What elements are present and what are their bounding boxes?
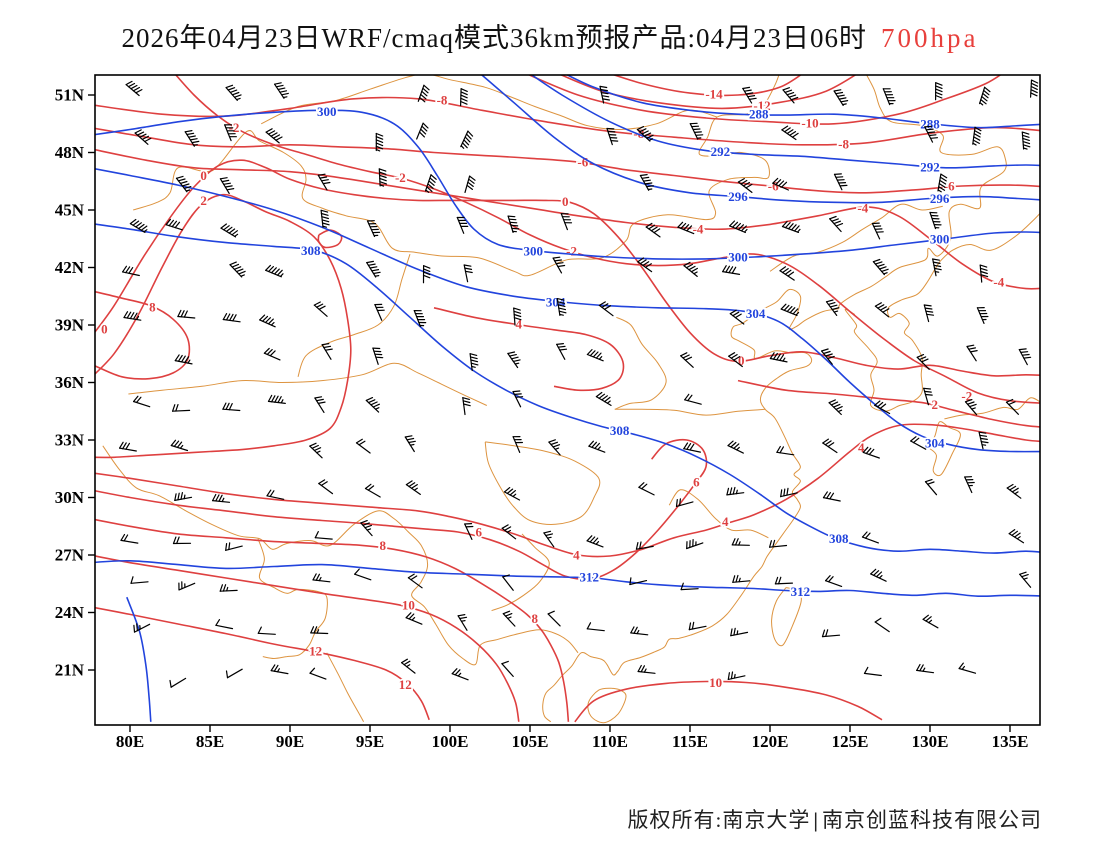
y-tick-label: 45N [55, 201, 85, 220]
contour-label: -6 [944, 179, 955, 194]
contour-label: -2 [566, 244, 577, 259]
plot-frame [94, 74, 1041, 726]
contour-label: 0 [562, 194, 569, 209]
contour-label: -2 [395, 170, 406, 185]
contour-label: 2 [932, 397, 939, 412]
contour-label: -8 [838, 136, 849, 151]
x-tick-label: 120E [752, 732, 789, 751]
y-tick-label: 36N [55, 373, 85, 392]
contour-label: 10 [402, 597, 415, 612]
contour-label: 2 [200, 193, 207, 208]
x-tick-label: 110E [592, 732, 628, 751]
contour-label: 292 [711, 144, 731, 159]
y-tick-label: 48N [55, 143, 85, 162]
y-tick-label: 42N [55, 258, 85, 277]
x-tick-label: 135E [992, 732, 1029, 751]
contour-label: 8 [149, 299, 156, 314]
contour-label: 0 [738, 353, 745, 368]
copyright-company: 南京创蓝科技有限公司 [822, 808, 1042, 832]
contour-label: 300 [930, 231, 950, 246]
x-tick-label: 90E [276, 732, 304, 751]
basemap-borders [102, 75, 1040, 724]
contour-label: -14 [705, 87, 723, 102]
x-tick-label: 100E [432, 732, 469, 751]
x-tick-label: 80E [116, 732, 144, 751]
x-tick-label: 105E [512, 732, 549, 751]
x-tick-label: 130E [912, 732, 949, 751]
axis-labels: 51N 48N 45N 42N 39N 36N 33N 30N 27N 24N 21N 80E 85E 9… [55, 86, 1029, 752]
x-tick-label: 85E [196, 732, 224, 751]
contour-label: 8 [380, 538, 387, 553]
contour-label: 304 [746, 306, 766, 321]
contour-label: 296 [728, 189, 748, 204]
copyright-footer: 版权所有:南京大学 | 南京创蓝科技有限公司 [628, 804, 1042, 834]
contour-label: -12 [753, 98, 770, 113]
contour-label: 4 [858, 440, 865, 455]
contour-label: -4 [693, 222, 704, 237]
copyright-separator: | [813, 808, 819, 832]
contour-label: -10 [801, 115, 818, 130]
contour-label: 308 [610, 423, 630, 438]
contour-label: 4 [573, 548, 580, 563]
y-tick-label: 51N [55, 86, 85, 105]
y-tick-label: 27N [55, 546, 85, 565]
contour-label: 0 [200, 168, 207, 183]
contour-label: 308 [829, 531, 849, 546]
contour-label: 296 [930, 191, 950, 206]
copyright-owner: 版权所有:南京大学 [627, 808, 811, 832]
contour-label: 12 [309, 643, 322, 658]
contour-label: -6 [768, 179, 779, 194]
contour-label: 300 [523, 244, 543, 259]
contour-label: 312 [579, 570, 599, 585]
contour-label: 4 [516, 317, 523, 332]
contour-label: -6 [577, 155, 588, 170]
chart-title: 2026年04月23日WRF/cmaq模式36km预报产品:04月23日06时 7… [0, 16, 1100, 55]
contour-label: 6 [476, 525, 483, 540]
contour-label: 6 [693, 475, 700, 490]
temperature-contours: -14-12-10-8-8-8-6-6 -6-4-4-4-2-2-2-200002… [95, 75, 1040, 723]
contour-label: 292 [920, 159, 940, 174]
contour-label: 312 [791, 584, 811, 599]
y-tick-label: 21N [55, 661, 85, 680]
contour-label: 4 [722, 514, 729, 529]
map-canvas: -14-12-10-8-8-8-6-6 -6-4-4-4-2-2-2-200002… [55, 74, 1041, 752]
y-tick-label: 33N [55, 431, 85, 450]
contour-label: 300 [728, 250, 748, 265]
contour-label: 304 [925, 435, 945, 450]
y-tick-label: 39N [55, 316, 85, 335]
contour-label: 300 [317, 104, 337, 119]
x-tick-label: 115E [672, 732, 708, 751]
y-tick-label: 30N [55, 488, 85, 507]
contour-label: -8 [437, 92, 448, 107]
x-tick-label: 95E [356, 732, 384, 751]
contour-label: -4 [993, 274, 1004, 289]
x-tick-label: 125E [832, 732, 869, 751]
contour-label: 10 [709, 675, 722, 690]
plot-area: -14-12-10-8-8-8-6-6 -6-4-4-4-2-2-2-200002… [95, 75, 1040, 724]
contour-label: 8 [532, 611, 539, 626]
wind-barbs [118, 79, 1039, 688]
contour-label: -2 [229, 120, 240, 135]
contour-label: 288 [749, 107, 769, 122]
y-tick-label: 24N [55, 603, 85, 622]
contour-label: 308 [301, 243, 321, 258]
contour-label: 12 [399, 677, 412, 692]
contour-label: -8 [633, 126, 644, 141]
contour-label: 0 [101, 321, 108, 336]
chart-title-level: 700hpa [881, 23, 979, 53]
contour-label: 304 [546, 295, 566, 310]
chart-title-text: 2026年04月23日WRF/cmaq模式36km预报产品:04月23日06时 [121, 23, 867, 53]
